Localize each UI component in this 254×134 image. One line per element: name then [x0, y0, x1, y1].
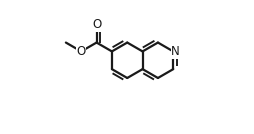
- Text: N: N: [171, 45, 180, 58]
- Text: O: O: [77, 45, 86, 58]
- Text: O: O: [92, 18, 101, 31]
